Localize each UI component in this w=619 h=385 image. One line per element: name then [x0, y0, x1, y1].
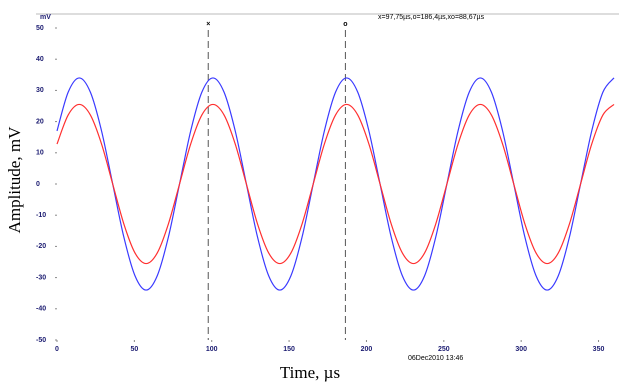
y-tick-label: -30 — [36, 274, 46, 281]
y-tick-label: -10 — [36, 212, 46, 219]
y-tick-label: 30 — [36, 87, 44, 94]
series-line — [56, 103, 615, 265]
y-tick-label: 50 — [36, 25, 44, 32]
x-tick-label: 350 — [593, 346, 605, 353]
cursor-readout: x=97,75µs,o=186,4µs,xo=88,67µs — [378, 14, 485, 21]
x-tick-label: 0 — [55, 346, 59, 353]
x-tick-label: 100 — [206, 346, 218, 353]
x-tick-label: 150 — [283, 346, 295, 353]
y-unit: mV — [40, 14, 51, 21]
x-tick-label: 50 — [130, 346, 138, 353]
y-tick-label: 40 — [36, 56, 44, 63]
cursor-label: o — [343, 21, 347, 28]
x-tick-label: 250 — [438, 346, 450, 353]
cursor-label: × — [206, 21, 210, 28]
y-tick-label: 10 — [36, 150, 44, 157]
timestamp: 06Dec2010 13:46 — [408, 355, 463, 362]
y-tick-label: 0 — [36, 181, 40, 188]
y-axis-label: Amplitude, mV — [5, 126, 24, 233]
x-tick-label: 300 — [515, 346, 527, 353]
series-line — [56, 77, 615, 291]
x-axis-label: Time, µs — [280, 363, 340, 382]
y-tick-label: -40 — [36, 306, 46, 313]
y-tick-label: -20 — [36, 243, 46, 250]
x-tick-label: 200 — [361, 346, 373, 353]
y-tick-label: 20 — [36, 118, 44, 125]
y-tick-label: -50 — [36, 337, 46, 344]
